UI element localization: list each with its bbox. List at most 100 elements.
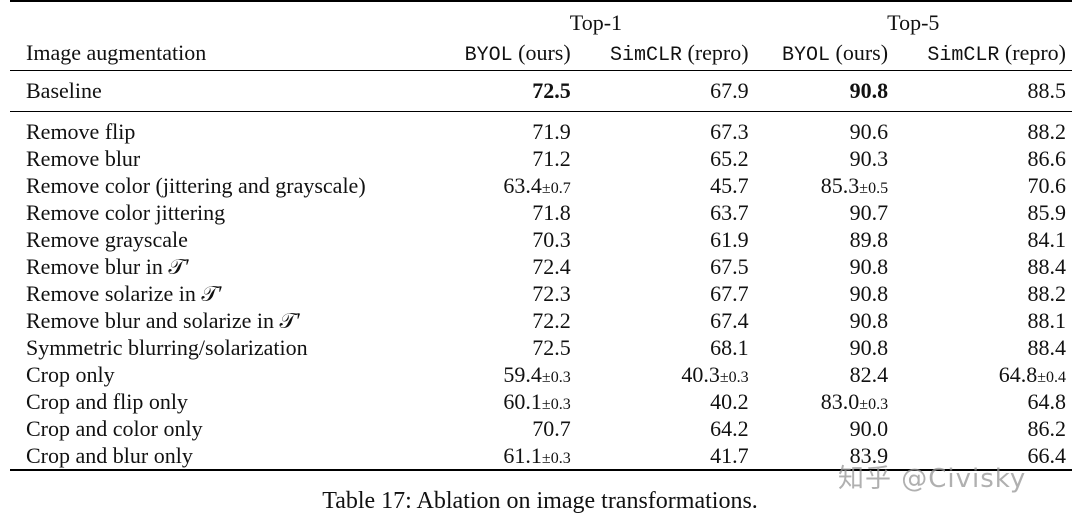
watermark-text: 知乎 @Civisky <box>838 464 1027 494</box>
ablation-table: Top-1 Top-5 Image augmentation BYOL (our… <box>10 0 1072 471</box>
cell-value: 71.2 <box>532 145 571 171</box>
table-caption: Table 17: Ablation on image transformati… <box>322 488 758 514</box>
cell-value: 64.2 <box>710 415 749 441</box>
cell-v4: 88.2 <box>894 118 1072 145</box>
cell-v2: 68.1 <box>577 334 755 361</box>
cell-v3: 90.8 <box>755 253 894 280</box>
cell-value: 83.9 <box>849 442 889 468</box>
cell-value: 67.7 <box>710 280 749 306</box>
row-label-spacer <box>10 1 437 36</box>
table-row: Remove flip 71.9 67.3 90.6 88.2 <box>10 118 1072 145</box>
byol-top5-header: BYOL (ours) <box>782 39 889 67</box>
cell-v1: 72.4 <box>437 253 576 280</box>
cell-v3: 90.8 <box>755 334 894 361</box>
cell-v4: 70.6 <box>894 172 1072 199</box>
cell-value: 90.8 <box>849 334 889 360</box>
cell-value: 66.4 <box>1027 442 1067 468</box>
cell-v4: 88.4 <box>894 334 1072 361</box>
cell-value: 40.3 <box>681 361 720 387</box>
cell-v3: 82.4 <box>755 361 894 388</box>
cell-v4: 88.1 <box>894 307 1072 334</box>
cell-v4: 88.4 <box>894 253 1072 280</box>
cell-value: 84.1 <box>1027 226 1067 252</box>
cell-value: 71.8 <box>532 199 571 225</box>
image-augmentation-header: Image augmentation <box>26 40 207 65</box>
baseline-label: Baseline <box>26 78 102 103</box>
cell-v3: 90.7 <box>755 199 894 226</box>
baseline-simclr-top5: 88.5 <box>1027 78 1067 103</box>
cell-v2: 63.7 <box>577 199 755 226</box>
std-dev: ±0.4 <box>1037 368 1066 386</box>
row-label: Crop only <box>26 361 115 387</box>
cell-v2: 40.2 <box>577 388 755 415</box>
cell-value: 86.6 <box>1027 145 1067 171</box>
table-row: Remove solarize in 𝒯′ 72.3 67.7 90.8 88.2 <box>10 280 1072 307</box>
cell-v4: 64.8 <box>894 388 1072 415</box>
table-row: Remove blur 71.2 65.2 90.3 86.6 <box>10 145 1072 172</box>
cell-value: 89.8 <box>849 226 889 252</box>
cell-v2: 41.7 <box>577 442 755 470</box>
cell-v4: 88.2 <box>894 280 1072 307</box>
baseline-byol-top5: 90.8 <box>849 78 889 103</box>
cell-value: 72.5 <box>532 334 571 360</box>
table-row: Crop only 59.4±0.3 40.3±0.3 82.4 64.8±0.4 <box>10 361 1072 388</box>
cell-value: 67.3 <box>710 118 749 144</box>
cell-v4: 84.1 <box>894 226 1072 253</box>
row-label: Remove blur in 𝒯′ <box>26 253 191 279</box>
cell-value: 67.4 <box>710 307 749 333</box>
simclr-top1-header: SimCLR (repro) <box>610 39 749 67</box>
top5-group-header: Top-5 <box>887 10 940 35</box>
cell-value: 88.2 <box>1027 280 1067 306</box>
cell-v4: 85.9 <box>894 199 1072 226</box>
std-dev: ±0.3 <box>719 368 749 386</box>
cell-value: 90.8 <box>849 280 889 306</box>
cell-v3: 90.0 <box>755 415 894 442</box>
ablation-table-wrapper: Top-1 Top-5 Image augmentation BYOL (our… <box>10 0 1072 471</box>
cell-value: 90.0 <box>849 415 889 441</box>
cell-v1: 71.9 <box>437 118 576 145</box>
cell-v4: 86.6 <box>894 145 1072 172</box>
std-dev: ±0.7 <box>541 179 571 197</box>
cell-v4: 64.8±0.4 <box>894 361 1072 388</box>
table-row: Symmetric blurring/solarization 72.5 68.1 9… <box>10 334 1072 361</box>
std-dev: ±0.3 <box>859 395 889 413</box>
table-row: Remove blur in 𝒯′ 72.4 67.5 90.8 88.4 <box>10 253 1072 280</box>
cell-value: 64.8 <box>998 361 1038 387</box>
cell-value: 70.3 <box>532 226 571 252</box>
cell-v2: 40.3±0.3 <box>577 361 755 388</box>
baseline-row: Baseline 72.5 67.9 90.8 88.5 <box>10 70 1072 112</box>
cell-value: 63.4 <box>503 172 542 198</box>
cell-v1: 61.1±0.3 <box>437 442 576 470</box>
baseline-simclr-top1: 67.9 <box>710 78 749 103</box>
cell-v1: 70.3 <box>437 226 576 253</box>
cell-v3: 83.9 <box>755 442 894 470</box>
row-label: Remove flip <box>26 118 136 144</box>
row-label: Remove color jittering <box>26 199 226 225</box>
cell-value: 88.1 <box>1027 307 1067 333</box>
ablation-rows: Remove flip 71.9 67.3 90.6 88.2 Remove blur 71… <box>10 118 1072 470</box>
cell-value: 71.9 <box>532 118 571 144</box>
cell-v1: 72.5 <box>437 334 576 361</box>
cell-value: 61.1 <box>503 442 542 468</box>
table-row: Remove color (jittering and grayscale) 63… <box>10 172 1072 199</box>
cell-value: 85.3 <box>820 172 860 198</box>
baseline-byol-top1: 72.5 <box>532 78 571 103</box>
cell-value: 60.1 <box>503 388 542 414</box>
group-header-row: Top-1 Top-5 <box>10 1 1072 36</box>
top1-group-header: Top-1 <box>569 10 623 35</box>
cell-value: 82.4 <box>849 361 889 387</box>
cell-v2: 67.5 <box>577 253 755 280</box>
cell-value: 72.4 <box>532 253 571 279</box>
cell-value: 90.8 <box>849 307 889 333</box>
cell-v2: 64.2 <box>577 415 755 442</box>
cell-value: 88.4 <box>1027 253 1067 279</box>
cell-v3: 83.0±0.3 <box>755 388 894 415</box>
row-label: Crop and blur only <box>26 442 193 468</box>
cell-v3: 90.3 <box>755 145 894 172</box>
row-label: Remove blur <box>26 145 141 171</box>
row-label: Symmetric blurring/solarization <box>26 334 308 360</box>
cell-v3: 90.6 <box>755 118 894 145</box>
cell-v1: 60.1±0.3 <box>437 388 576 415</box>
cell-v1: 72.3 <box>437 280 576 307</box>
table-row: Crop and color only 70.7 64.2 90.0 86.2 <box>10 415 1072 442</box>
